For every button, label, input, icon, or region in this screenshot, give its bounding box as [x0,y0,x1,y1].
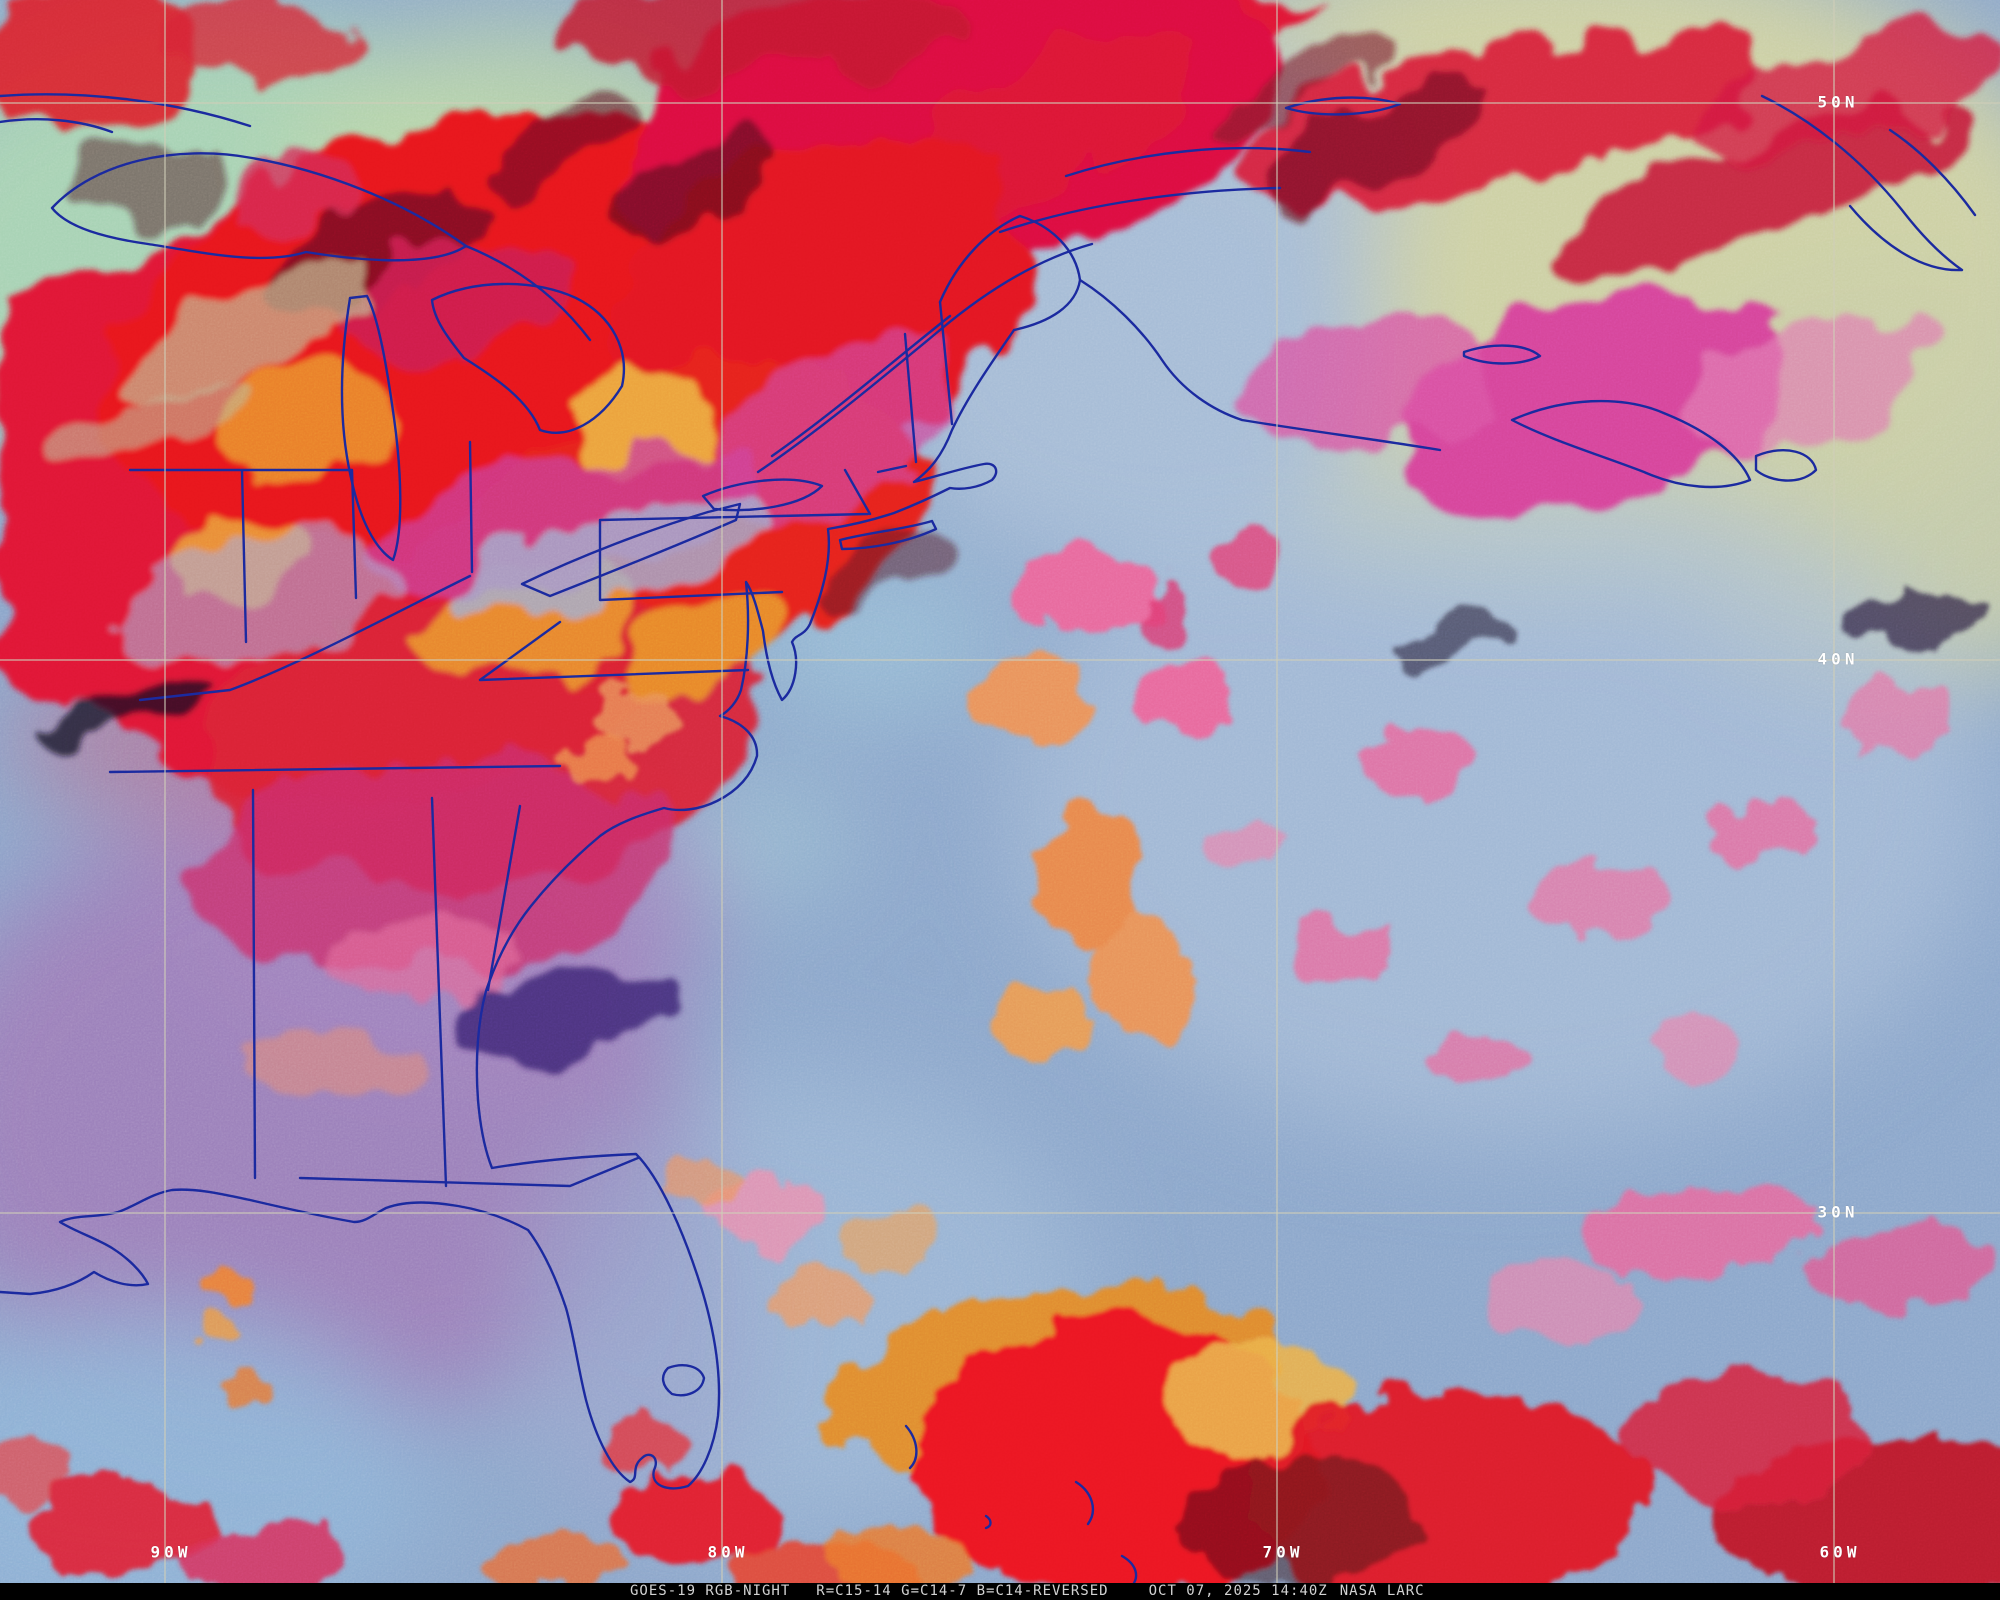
newfoundland-outline [1760,94,1977,272]
nova-scotia-outline [1284,96,1818,489]
great-lakes-outline [50,152,824,598]
lake-okeechobee-outline [661,1364,706,1397]
bahamas-outline [904,1424,1138,1588]
image-timestamp: OCT 07, 2025 14:40Z [1148,1583,1328,1599]
caption-bar: GOES-19 RGB-NIGHT R=C15-14 G=C14-7 B=C14… [0,1583,2000,1600]
canada-borders [0,93,1442,474]
product-title: GOES-19 RGB-NIGHT [630,1583,791,1599]
credit-text: NASA LARC [1339,1583,1425,1599]
map-borders [0,93,1977,1588]
long-island-outline [838,519,938,551]
state-borders [108,300,954,1188]
channel-recipe: R=C15-14 G=C14-7 B=C14-REVERSED [816,1583,1109,1599]
